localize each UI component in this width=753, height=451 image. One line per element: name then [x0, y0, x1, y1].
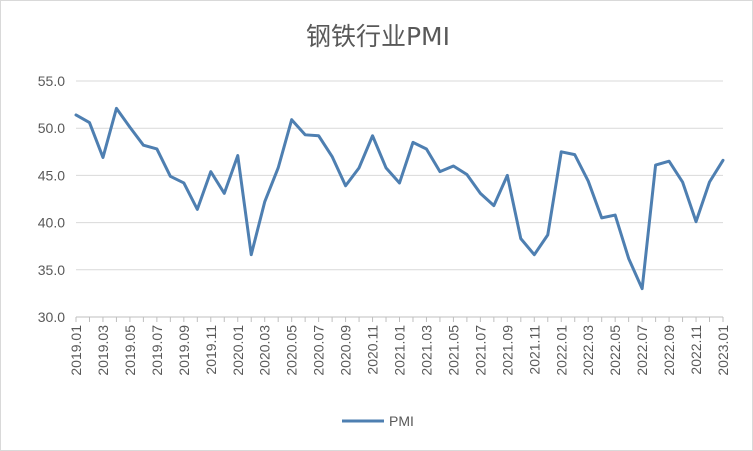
- x-tick-label: 2020.05: [284, 325, 300, 376]
- x-tick-label: 2019.11: [203, 325, 219, 375]
- x-tick-label: 2021.09: [499, 325, 515, 376]
- y-tick-label: 30.0: [38, 309, 65, 325]
- x-tick-label: 2020.11: [365, 325, 381, 375]
- x-tick-label: 2022.01: [553, 325, 569, 376]
- x-tick-label: 2020.03: [257, 325, 273, 376]
- x-tick-label: 2022.03: [580, 325, 596, 376]
- axes: [75, 316, 724, 322]
- x-tick-label: 2019.07: [149, 325, 165, 376]
- grid-lines: [76, 80, 723, 271]
- y-tick-label: 45.0: [38, 167, 65, 183]
- y-tick-label: 55.0: [38, 73, 65, 89]
- y-tick-label: 35.0: [38, 262, 65, 278]
- x-tick-label: 2019.09: [176, 325, 192, 376]
- series-line-pmi: [74, 106, 725, 291]
- x-tick-label: 2019.05: [122, 325, 138, 376]
- x-tick-label: 2020.09: [338, 325, 354, 376]
- x-tick-label: 2019.01: [68, 325, 84, 376]
- x-tick-label: 2019.03: [95, 325, 111, 376]
- x-axis-tick-labels: 2019.01 2019.03 2019.05 2019.07 2019.09 2019.…: [68, 325, 731, 376]
- x-tick-label: 2021.11: [526, 325, 542, 375]
- x-tick-label: 2022.11: [688, 325, 704, 375]
- legend: PMI: [342, 413, 414, 429]
- chart-title: 钢铁行业PMI: [306, 22, 450, 51]
- x-tick-label: 2021.03: [418, 325, 434, 376]
- y-tick-label: 40.0: [38, 215, 65, 231]
- x-tick-label: 2022.07: [634, 325, 650, 376]
- x-tick-label: 2020.07: [311, 325, 327, 376]
- y-tick-label: 50.0: [38, 120, 65, 136]
- x-tick-label: 2021.07: [472, 325, 488, 376]
- x-tick-label: 2020.01: [230, 325, 246, 376]
- x-tick-label: 2023.01: [715, 325, 731, 376]
- x-tick-label: 2021.05: [445, 325, 461, 376]
- y-axis-tick-labels: 30.0 35.0 40.0 45.0 50.0 55.0: [38, 73, 65, 325]
- x-tick-label: 2022.09: [661, 325, 677, 376]
- x-tick-label: 2021.01: [392, 325, 408, 376]
- x-tick-label: 2022.05: [607, 325, 623, 376]
- legend-label-pmi: PMI: [389, 413, 414, 429]
